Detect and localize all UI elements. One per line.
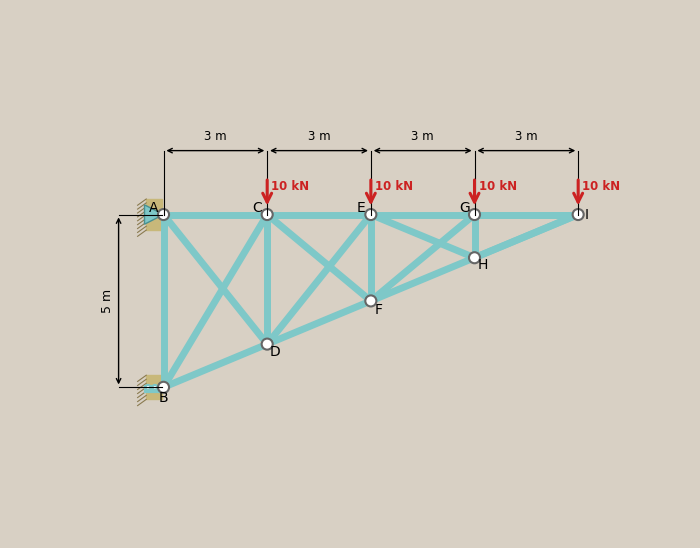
Circle shape xyxy=(160,385,164,390)
Text: C: C xyxy=(253,201,262,215)
Circle shape xyxy=(262,209,273,220)
Circle shape xyxy=(573,209,584,220)
Text: 10 kN: 10 kN xyxy=(582,180,620,193)
Text: 3 m: 3 m xyxy=(515,130,538,143)
Text: B: B xyxy=(159,391,168,406)
Text: 3 m: 3 m xyxy=(204,130,227,143)
Text: F: F xyxy=(374,302,382,317)
Text: 10 kN: 10 kN xyxy=(272,180,309,193)
Text: E: E xyxy=(357,201,365,215)
Circle shape xyxy=(469,209,480,220)
Text: 10 kN: 10 kN xyxy=(375,180,413,193)
Text: A: A xyxy=(149,201,159,215)
Text: 5 m: 5 m xyxy=(101,289,114,313)
Bar xyxy=(146,199,162,230)
Text: 10 kN: 10 kN xyxy=(479,180,517,193)
Text: G: G xyxy=(459,201,470,215)
Circle shape xyxy=(153,385,158,390)
Circle shape xyxy=(365,295,377,306)
Circle shape xyxy=(146,385,150,390)
Circle shape xyxy=(365,209,377,220)
Circle shape xyxy=(158,382,169,393)
Text: D: D xyxy=(270,345,280,359)
Polygon shape xyxy=(144,205,164,224)
Text: 3 m: 3 m xyxy=(308,130,330,143)
Circle shape xyxy=(469,252,480,263)
Text: H: H xyxy=(478,258,489,272)
Circle shape xyxy=(262,339,273,350)
Circle shape xyxy=(158,209,169,220)
Bar xyxy=(146,375,162,399)
Text: I: I xyxy=(584,208,589,221)
Text: 3 m: 3 m xyxy=(412,130,434,143)
